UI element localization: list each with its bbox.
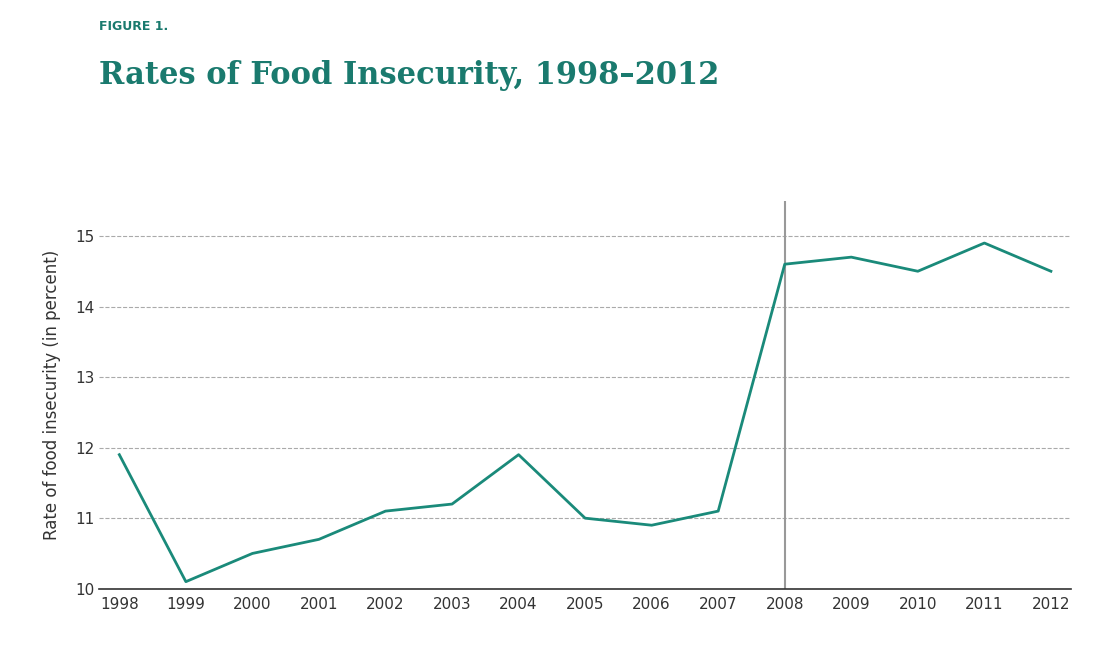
Y-axis label: Rate of food insecurity (in percent): Rate of food insecurity (in percent) [43, 250, 61, 540]
Text: FIGURE 1.: FIGURE 1. [99, 20, 169, 33]
Text: Rates of Food Insecurity, 1998–2012: Rates of Food Insecurity, 1998–2012 [99, 60, 720, 91]
